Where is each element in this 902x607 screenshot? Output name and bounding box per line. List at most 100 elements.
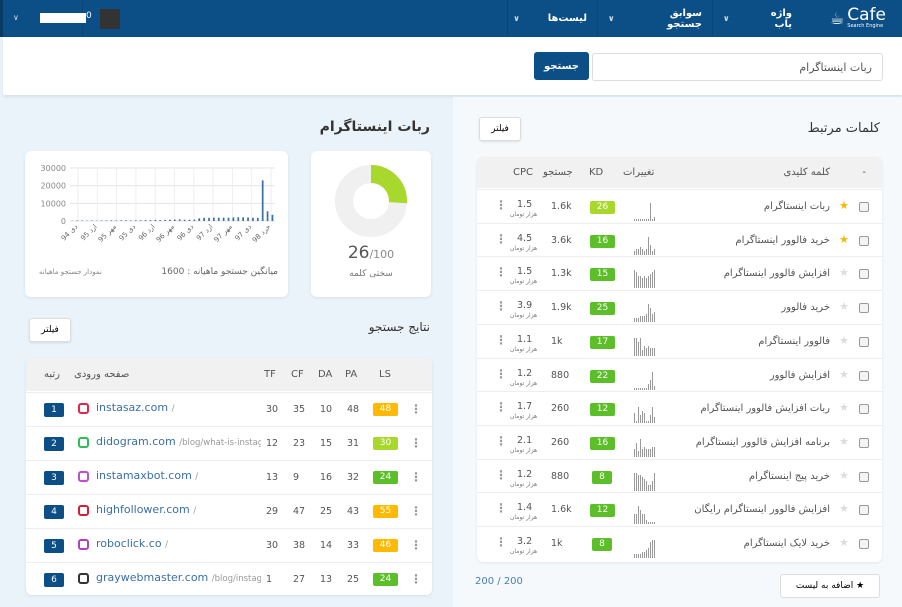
col-changes[interactable]: تغییرات bbox=[623, 167, 655, 178]
row-checkbox[interactable] bbox=[859, 303, 869, 314]
result-row[interactable]: 2 didogram.com /blog/what-is-instag 12 2… bbox=[26, 426, 432, 460]
star-icon[interactable]: ★ bbox=[839, 536, 849, 549]
keyword-row[interactable]: ★ خرید فالوور 25 1.9k 3.9 هزار تومان ⋮ bbox=[477, 290, 882, 324]
logo[interactable]: ☕ Cafe Search Engine bbox=[830, 7, 886, 30]
more-options-icon[interactable]: ⋮ bbox=[410, 504, 422, 518]
row-checkbox[interactable] bbox=[859, 336, 869, 347]
more-options-icon[interactable]: ⋮ bbox=[495, 332, 507, 347]
add-to-list-button[interactable]: ★ اضافه به لیست bbox=[780, 574, 880, 598]
more-options-icon[interactable]: ⋮ bbox=[495, 501, 507, 516]
more-options-icon[interactable]: ⋮ bbox=[495, 198, 507, 212]
star-icon[interactable]: ★ bbox=[839, 434, 849, 448]
col-kd[interactable]: KD bbox=[589, 167, 604, 178]
col-pa[interactable]: PA bbox=[345, 369, 358, 380]
keyword-row[interactable]: ★ خرید فالوور اینستاگرام 16 3.6k 4.5 هزا… bbox=[477, 222, 882, 257]
col-cf[interactable]: CF bbox=[291, 369, 304, 380]
tf-value: 30 bbox=[266, 404, 279, 415]
row-checkbox[interactable] bbox=[859, 539, 869, 549]
filter-button[interactable]: فیلتر bbox=[479, 117, 521, 141]
keyword-text[interactable]: افزایش فالوور اینستاگرام رایگان bbox=[694, 504, 830, 516]
keyword-row[interactable]: ★ برنامه افزایش فالوور اینستاگرام 16 260… bbox=[477, 424, 882, 459]
sort-column[interactable]: - bbox=[862, 167, 866, 178]
keyword-row[interactable]: ★ ربات افزایش فالوور اینستاگرام 12 260 1… bbox=[477, 391, 882, 425]
keyword-text[interactable]: افزایش فالوور bbox=[769, 369, 830, 381]
more-options-icon[interactable]: ⋮ bbox=[495, 299, 507, 314]
row-checkbox[interactable] bbox=[859, 269, 869, 280]
more-options-icon[interactable]: ⋮ bbox=[495, 366, 507, 381]
username-suffix: 0 bbox=[86, 11, 92, 21]
keyword-text[interactable]: خرید لایک اینستاگرام bbox=[743, 538, 830, 549]
keyword-row[interactable]: ★ فالوور اینستاگرام 17 1k 1.1 هزار تومان… bbox=[477, 323, 882, 358]
more-options-icon[interactable]: ⋮ bbox=[410, 470, 422, 484]
col-ls[interactable]: LS bbox=[379, 369, 391, 380]
keyword-row[interactable]: ★ افزایش فالوور اینستاگرام رایگان 12 1.6… bbox=[477, 492, 882, 526]
keyword-text[interactable]: ربات افزایش فالوور اینستاگرام bbox=[700, 403, 830, 415]
keyword-text[interactable]: خرید فالوور bbox=[781, 302, 830, 314]
result-domain-link[interactable]: instamaxbot.com bbox=[96, 469, 192, 482]
search-input[interactable] bbox=[592, 53, 883, 81]
row-checkbox[interactable] bbox=[859, 404, 869, 415]
row-checkbox[interactable] bbox=[859, 202, 869, 212]
star-icon[interactable]: ★ bbox=[839, 367, 849, 381]
keyword-row[interactable]: ★ افزایش فالوور اینستاگرام 15 1.3k 1.5 ه… bbox=[477, 256, 882, 290]
star-icon[interactable]: ★ bbox=[839, 232, 849, 246]
keyword-text[interactable]: خرید فالوور اینستاگرام bbox=[735, 234, 830, 246]
avatar[interactable] bbox=[100, 9, 120, 29]
col-cpc[interactable]: CPC bbox=[513, 167, 533, 178]
result-row[interactable]: 5 roboclick.co / 30 38 14 33 46 ⋮ bbox=[26, 528, 432, 562]
keyword-text[interactable]: فالوور اینستاگرام bbox=[758, 335, 830, 347]
trend-bar bbox=[634, 554, 635, 558]
result-domain-link[interactable]: instasaz.com bbox=[96, 401, 169, 414]
more-options-icon[interactable]: ⋮ bbox=[495, 433, 507, 448]
keyword-row[interactable]: ★ افزایش فالوور 22 880 1.2 هزار تومان ⋮ bbox=[477, 357, 882, 392]
row-checkbox[interactable] bbox=[859, 235, 869, 246]
result-domain-link[interactable]: didogram.com bbox=[96, 435, 176, 448]
user-menu[interactable]: ∨ 0 bbox=[3, 0, 120, 37]
star-icon[interactable]: ★ bbox=[839, 199, 849, 212]
search-button[interactable]: جستجو bbox=[534, 52, 589, 80]
row-checkbox[interactable] bbox=[859, 437, 869, 448]
star-icon[interactable]: ★ bbox=[839, 266, 849, 280]
row-checkbox[interactable] bbox=[859, 505, 869, 516]
more-options-icon[interactable]: ⋮ bbox=[410, 572, 422, 586]
related-keywords-panel: کلمات مرتبط فیلتر - کلمه کلیدی تغییرات K… bbox=[453, 97, 902, 607]
col-tf[interactable]: TF bbox=[264, 369, 276, 380]
star-icon[interactable]: ★ bbox=[839, 468, 849, 482]
more-options-icon[interactable]: ⋮ bbox=[495, 265, 507, 280]
keyword-text[interactable]: برنامه افزایش فالوور اینستاگرام bbox=[695, 436, 830, 448]
star-icon[interactable]: ★ bbox=[839, 502, 849, 516]
result-row[interactable]: 1 instasaz.com / 30 35 10 48 48 ⋮ bbox=[26, 392, 432, 426]
star-icon[interactable]: ★ bbox=[839, 401, 849, 415]
col-search[interactable]: جستجو bbox=[543, 167, 573, 178]
result-domain-link[interactable]: graywebmaster.com bbox=[96, 571, 209, 584]
keyword-row[interactable]: ★ خرید لایک اینستاگرام 8 1k 3.2 هزار توم… bbox=[477, 526, 882, 560]
col-da[interactable]: DA bbox=[318, 369, 333, 380]
more-options-icon[interactable]: ⋮ bbox=[495, 535, 507, 549]
result-domain-link[interactable]: roboclick.co bbox=[96, 537, 162, 550]
nav-menu-lists[interactable]: لیست‌ها ∨ bbox=[507, 0, 597, 37]
nav-menu-vajeyab[interactable]: واژه یاب ∨ bbox=[712, 0, 802, 37]
more-options-icon[interactable]: ⋮ bbox=[495, 400, 507, 415]
keyword-row[interactable]: ★ خرید پیج اینستاگرام 8 880 1.2 هزار توم… bbox=[477, 458, 882, 493]
more-options-icon[interactable]: ⋮ bbox=[495, 467, 507, 482]
more-options-icon[interactable]: ⋮ bbox=[410, 402, 422, 416]
row-checkbox[interactable] bbox=[859, 370, 869, 381]
trend-bar bbox=[638, 219, 639, 221]
keyword-row[interactable]: ★ ربات اینستاگرام 26 1.6k 1.5 هزار تومان… bbox=[477, 189, 882, 223]
more-options-icon[interactable]: ⋮ bbox=[410, 538, 422, 552]
more-options-icon[interactable]: ⋮ bbox=[495, 231, 507, 246]
result-row[interactable]: 3 instamaxbot.com / 13 9 16 32 24 ⋮ bbox=[26, 460, 432, 494]
star-icon[interactable]: ★ bbox=[839, 333, 849, 347]
keyword-text[interactable]: خرید پیج اینستاگرام bbox=[748, 470, 830, 482]
more-options-icon[interactable]: ⋮ bbox=[410, 436, 422, 450]
result-row[interactable]: 6 graywebmaster.com /blog/instagram-robo… bbox=[26, 562, 432, 595]
results-filter-button[interactable]: فیلتر bbox=[29, 318, 71, 342]
star-icon[interactable]: ★ bbox=[839, 300, 849, 314]
keyword-text[interactable]: ربات اینستاگرام bbox=[763, 201, 830, 212]
nav-menu-history[interactable]: سوابق جستجو ∨ bbox=[597, 0, 712, 37]
result-domain-link[interactable]: highfollower.com bbox=[96, 503, 190, 516]
col-keyword[interactable]: کلمه کلیدی bbox=[783, 167, 830, 178]
keyword-text[interactable]: افزایش فالوور اینستاگرام bbox=[723, 268, 830, 280]
row-checkbox[interactable] bbox=[859, 471, 869, 482]
result-row[interactable]: 4 highfollower.com / 29 47 25 43 55 ⋮ bbox=[26, 494, 432, 528]
